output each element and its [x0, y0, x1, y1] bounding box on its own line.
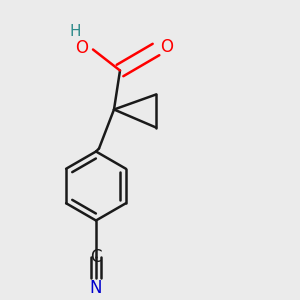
Text: C: C — [90, 248, 102, 266]
Text: N: N — [90, 279, 102, 297]
Text: O: O — [160, 38, 173, 56]
Text: O: O — [75, 39, 88, 57]
Text: H: H — [69, 24, 81, 39]
